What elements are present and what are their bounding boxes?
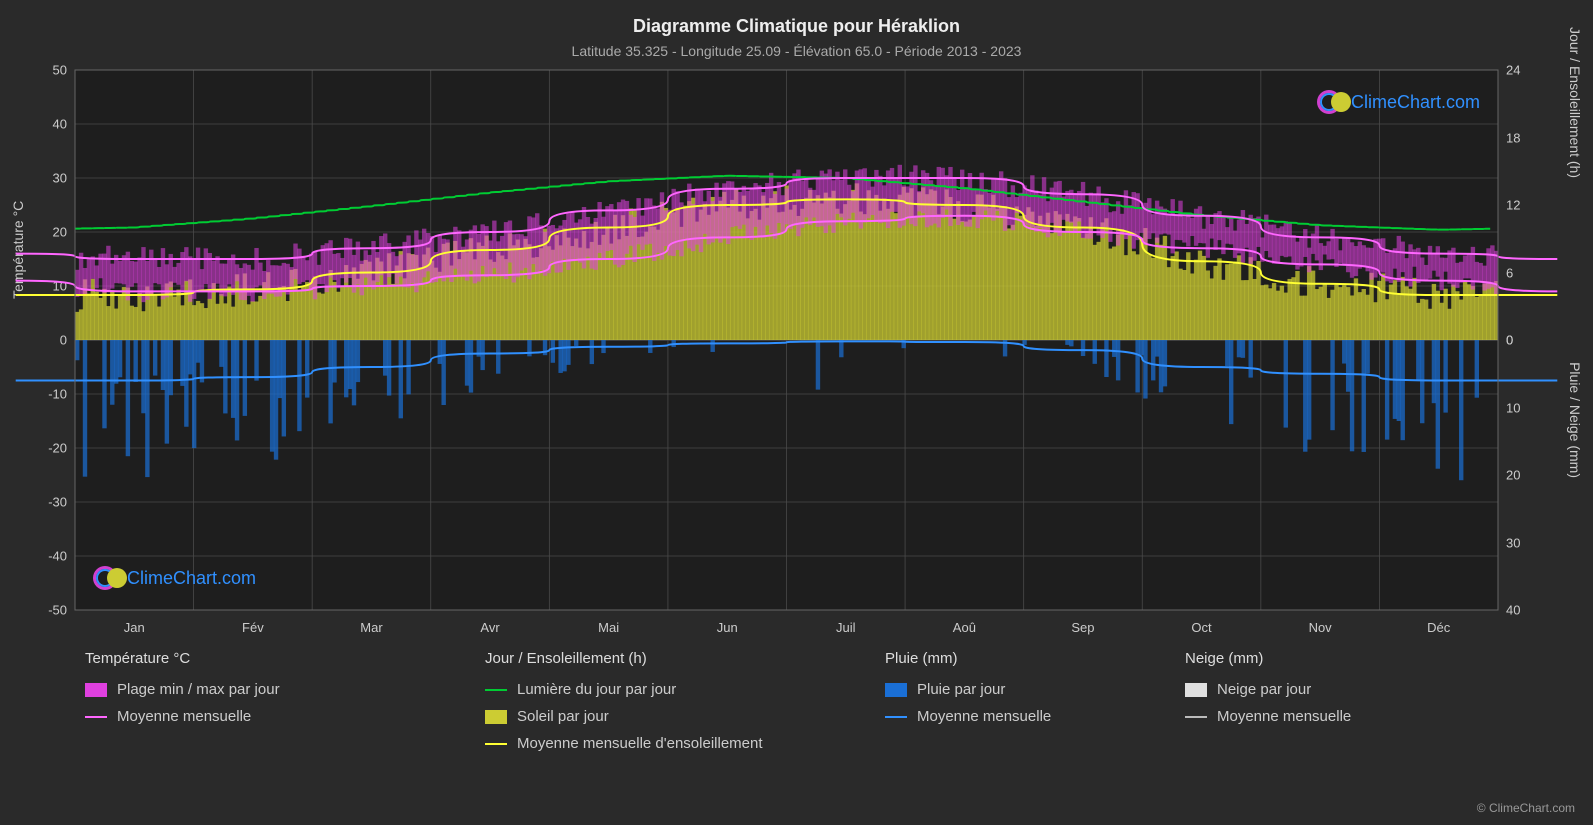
legend-line-icon — [1185, 716, 1207, 718]
chart-title: Diagramme Climatique pour Héraklion — [20, 16, 1573, 37]
x-tick-month: Jun — [717, 620, 738, 635]
legend-col-temp: Température °C Plage min / max par jour … — [85, 650, 445, 752]
y-tick-left: 30 — [53, 171, 67, 186]
legend-item-snow: Neige par jour — [1185, 681, 1445, 698]
y-tick-right-bottom: 40 — [1506, 603, 1520, 618]
legend-item-rain-mean: Moyenne mensuelle — [885, 708, 1145, 725]
y-tick-left: 20 — [53, 225, 67, 240]
logo-top: ClimeChart.com — [1317, 88, 1480, 116]
y-tick-left: -20 — [48, 441, 67, 456]
chart-svg — [75, 70, 1498, 610]
y-axis-left: -50-40-30-20-1001020304050 — [0, 70, 75, 610]
y-tick-right-bottom: 30 — [1506, 535, 1520, 550]
legend-line-icon — [485, 689, 507, 691]
legend-heading-temp: Température °C — [85, 650, 445, 667]
x-tick-month: Juil — [836, 620, 856, 635]
x-tick-month: Mai — [598, 620, 619, 635]
legend-label: Plage min / max par jour — [117, 681, 280, 698]
legend-label: Moyenne mensuelle — [117, 708, 251, 725]
legend-label: Neige par jour — [1217, 681, 1311, 698]
y-tick-right-top: 12 — [1506, 198, 1520, 213]
legend-line-icon — [885, 716, 907, 718]
climechart-logo-icon — [1317, 88, 1345, 116]
legend-item-temp-mean: Moyenne mensuelle — [85, 708, 445, 725]
y-tick-left: 0 — [60, 333, 67, 348]
y-axis-right: 06121824010203040 — [1498, 70, 1593, 610]
chart-subtitle: Latitude 35.325 - Longitude 25.09 - Élév… — [20, 43, 1573, 59]
legend-line-icon — [85, 716, 107, 718]
y-tick-left: -30 — [48, 495, 67, 510]
legend: Température °C Plage min / max par jour … — [85, 650, 1533, 752]
x-tick-month: Aoû — [953, 620, 976, 635]
legend-label: Pluie par jour — [917, 681, 1005, 698]
climechart-logo-icon — [93, 564, 121, 592]
logo-text: ClimeChart.com — [127, 568, 256, 589]
legend-item-daylight: Lumière du jour par jour — [485, 681, 845, 698]
logo-bottom: ClimeChart.com — [93, 564, 256, 592]
x-tick-month: Fév — [242, 620, 264, 635]
legend-item-sun-mean: Moyenne mensuelle d'ensoleillement — [485, 735, 845, 752]
y-tick-left: -10 — [48, 387, 67, 402]
x-tick-month: Sep — [1071, 620, 1094, 635]
y-tick-right-bottom: 10 — [1506, 400, 1520, 415]
legend-heading-rain: Pluie (mm) — [885, 650, 1145, 667]
plot-area: ClimeChart.com ClimeChart.com — [75, 70, 1498, 610]
legend-label: Lumière du jour par jour — [517, 681, 676, 698]
y-tick-right-bottom: 20 — [1506, 468, 1520, 483]
y-tick-left: -40 — [48, 549, 67, 564]
legend-line-icon — [485, 743, 507, 745]
y-tick-right-top: 6 — [1506, 265, 1513, 280]
legend-swatch-icon — [85, 683, 107, 697]
legend-item-temp-range: Plage min / max par jour — [85, 681, 445, 698]
legend-label: Moyenne mensuelle — [917, 708, 1051, 725]
x-tick-month: Mar — [360, 620, 382, 635]
legend-col-rain: Pluie (mm) Pluie par jour Moyenne mensue… — [885, 650, 1145, 752]
climate-chart: Diagramme Climatique pour Héraklion Lati… — [0, 0, 1593, 825]
y-tick-right-bottom: 0 — [1506, 333, 1513, 348]
legend-item-sun: Soleil par jour — [485, 708, 845, 725]
y-tick-left: 50 — [53, 63, 67, 78]
y-tick-left: 40 — [53, 117, 67, 132]
y-tick-left: -50 — [48, 603, 67, 618]
logo-text: ClimeChart.com — [1351, 92, 1480, 113]
legend-swatch-icon — [1185, 683, 1207, 697]
legend-heading-snow: Neige (mm) — [1185, 650, 1445, 667]
y-tick-right-top: 18 — [1506, 130, 1520, 145]
copyright: © ClimeChart.com — [1477, 801, 1575, 815]
x-tick-month: Nov — [1309, 620, 1332, 635]
x-tick-month: Déc — [1427, 620, 1450, 635]
legend-item-snow-mean: Moyenne mensuelle — [1185, 708, 1445, 725]
legend-item-rain: Pluie par jour — [885, 681, 1145, 698]
y-tick-right-top: 24 — [1506, 63, 1520, 78]
legend-swatch-icon — [885, 683, 907, 697]
x-tick-month: Avr — [480, 620, 499, 635]
legend-label: Moyenne mensuelle d'ensoleillement — [517, 735, 763, 752]
legend-swatch-icon — [485, 710, 507, 724]
legend-col-snow: Neige (mm) Neige par jour Moyenne mensue… — [1185, 650, 1445, 752]
legend-label: Soleil par jour — [517, 708, 609, 725]
legend-label: Moyenne mensuelle — [1217, 708, 1351, 725]
x-axis: Jan Fév Mar Avr Mai Jun Juil Aoû Sep Oct Nov Déc — [75, 614, 1498, 644]
x-tick-month: Oct — [1191, 620, 1211, 635]
x-tick-month: Jan — [124, 620, 145, 635]
legend-heading-sun: Jour / Ensoleillement (h) — [485, 650, 845, 667]
legend-col-sun: Jour / Ensoleillement (h) Lumière du jou… — [485, 650, 845, 752]
